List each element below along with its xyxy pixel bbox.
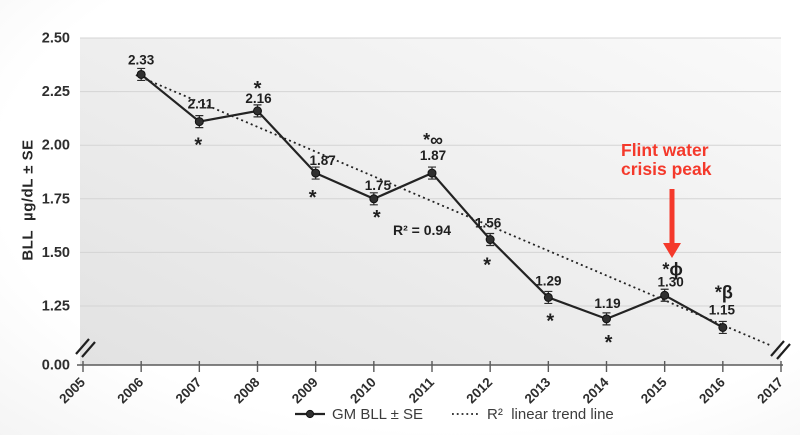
data-point (194, 117, 204, 127)
axis-break (776, 343, 791, 360)
x-tick-label: 2011 (406, 374, 438, 406)
x-tick-label: 2009 (289, 375, 321, 407)
data-point (253, 106, 263, 116)
data-point (543, 292, 553, 302)
axis-break (75, 338, 90, 355)
x-tick-label: 2014 (580, 374, 612, 406)
x-tick-label: 2017 (754, 375, 786, 407)
axis-break (81, 341, 96, 358)
data-point-label: 1.56 (475, 216, 502, 231)
r2-label: R² = 0.94 (393, 222, 451, 238)
flint-annotation-text: Flint water crisis peak (621, 141, 711, 179)
y-tick-label: 1.75 (42, 191, 70, 207)
line-dot-marker-icon (295, 409, 325, 419)
significance-marker: * (605, 332, 613, 354)
y-tick-label: 2.25 (42, 84, 70, 100)
data-point (311, 168, 321, 178)
legend-label-trend: R² linear trend line (487, 405, 614, 423)
dotted-line-marker-icon (452, 413, 481, 415)
data-point-label: 2.33 (128, 52, 155, 67)
significance-marker: * (483, 255, 491, 277)
plot-area (80, 38, 781, 365)
y-tick-label: 1.25 (42, 299, 70, 315)
x-tick-label: 2013 (522, 374, 554, 406)
significance-marker: * (194, 135, 202, 157)
x-tick-label: 2010 (347, 375, 379, 407)
x-tick-label: 2008 (231, 374, 263, 406)
legend-item-gm-bll: GM BLL ± SE (294, 406, 423, 423)
data-point (136, 69, 146, 79)
data-point-label: 1.29 (535, 273, 561, 288)
data-point-label: 2.11 (188, 97, 214, 112)
flint-annotation-line1: Flint water (621, 140, 709, 160)
significance-marker: *∞ (423, 130, 443, 150)
y-tick-label: 2.00 (42, 138, 70, 154)
data-point-label: 1.15 (709, 302, 736, 317)
x-tick-label: 2016 (696, 374, 728, 406)
y-tick-label: 2.50 (42, 31, 70, 47)
data-point (718, 322, 728, 332)
significance-marker: * (546, 310, 554, 332)
data-point (602, 314, 612, 324)
data-point (427, 168, 437, 178)
y-tick-label: 1.50 (42, 245, 70, 261)
x-tick-label: 2005 (56, 374, 88, 406)
data-point-label: 1.87 (310, 153, 336, 168)
significance-marker: * (373, 207, 381, 229)
data-point-label: 1.87 (420, 148, 446, 163)
chart-legend: GM BLL ± SE R² linear trend line (294, 404, 614, 424)
y-axis-title: BLL µg/dL ± SE (19, 139, 37, 261)
data-point-label: 1.30 (658, 274, 684, 289)
significance-marker: *β (715, 282, 733, 302)
data-point-label: 1.19 (594, 296, 620, 311)
flint-arrow-head (663, 243, 681, 258)
data-point-label: 2.16 (245, 91, 272, 106)
x-tick-label: 2006 (114, 374, 146, 406)
x-tick-label: 2007 (173, 375, 205, 407)
legend-label-gm-bll: GM BLL ± SE (332, 405, 424, 423)
data-point (660, 290, 670, 300)
x-tick-label: 2012 (463, 375, 495, 407)
trend-line (135, 74, 772, 347)
significance-marker: *ϕ (662, 259, 683, 279)
significance-marker: * (254, 78, 262, 100)
y-tick-label: 0.00 (42, 358, 70, 374)
flint-annotation-line2: crisis peak (621, 159, 712, 179)
data-point (369, 194, 379, 204)
significance-marker: * (309, 187, 317, 209)
data-point (485, 235, 495, 245)
x-tick-label: 2015 (638, 374, 670, 406)
axis-break (770, 340, 785, 357)
data-point-label: 1.75 (365, 178, 392, 193)
legend-item-trend: R² linear trend line (451, 406, 614, 423)
